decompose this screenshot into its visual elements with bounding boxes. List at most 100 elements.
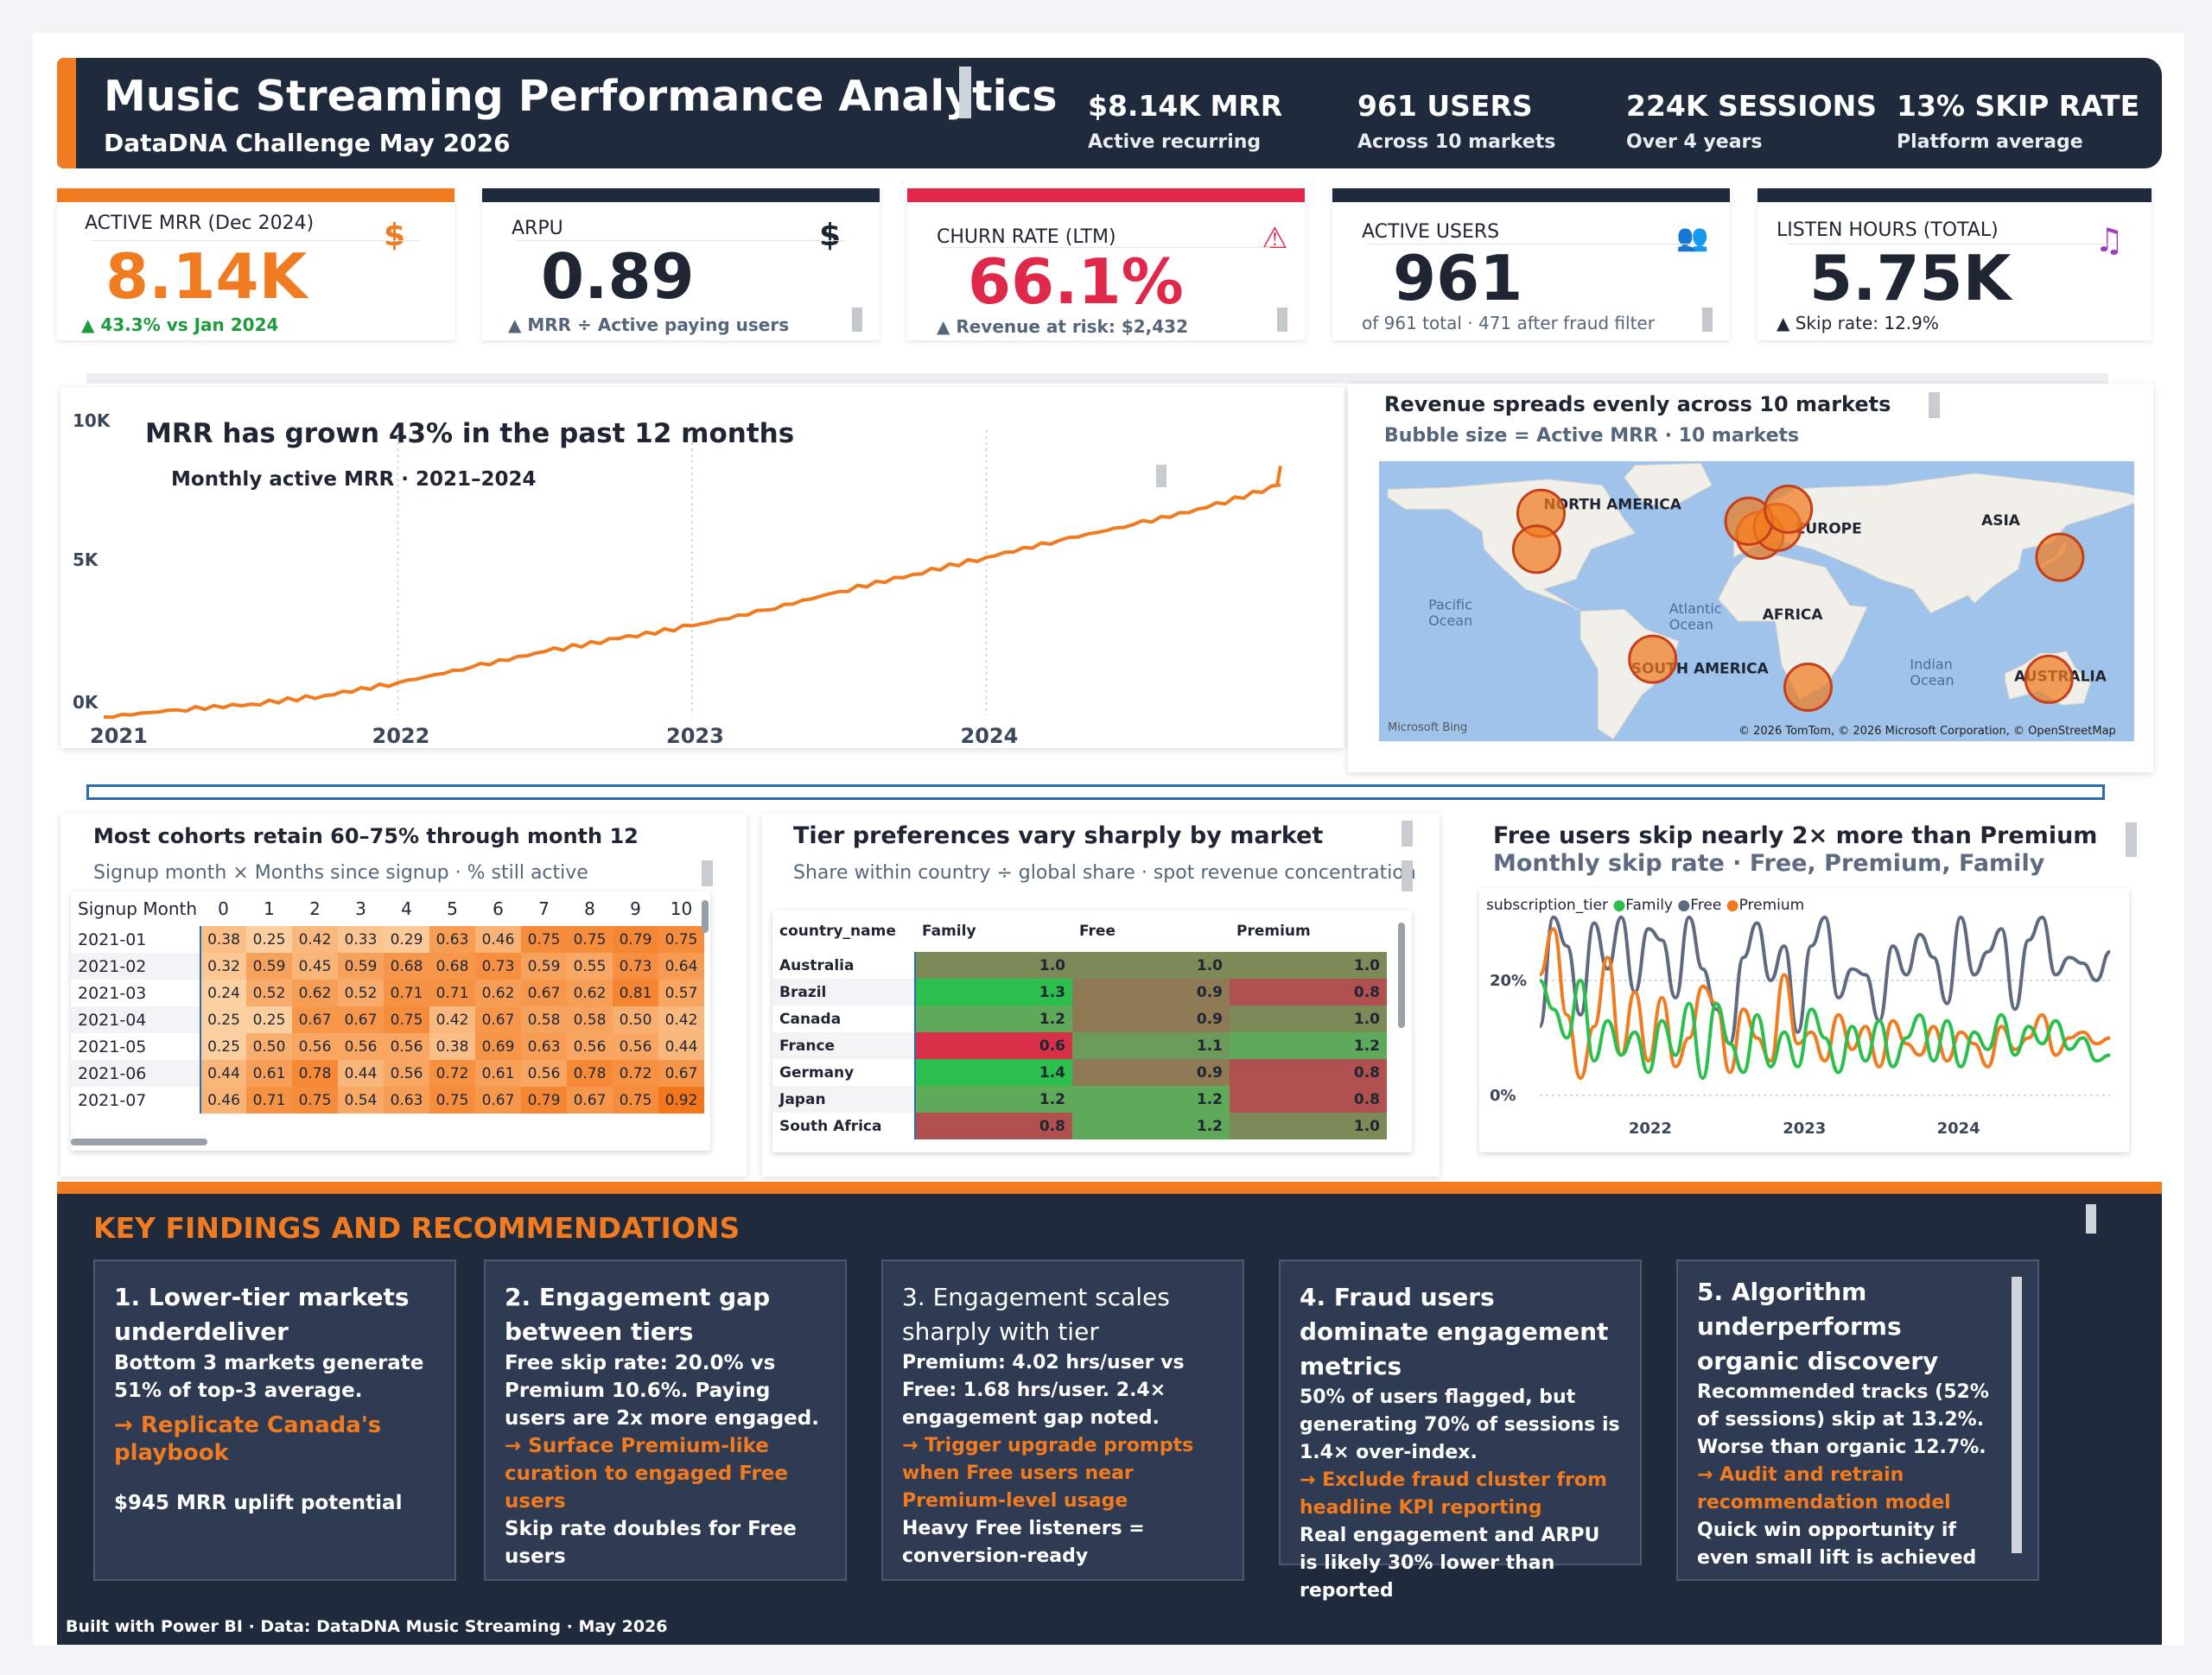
resize-handle[interactable] — [1156, 465, 1166, 487]
column-header[interactable]: country_name — [779, 923, 896, 940]
header-marker — [959, 67, 971, 118]
horizontal-scrollbar[interactable] — [71, 1139, 207, 1145]
resize-handle[interactable] — [1277, 308, 1287, 332]
table-row[interactable]: Brazil 1.3 0.9 0.8 — [772, 979, 1387, 1006]
x-tick-label: 2022 — [372, 724, 430, 748]
heatmap-cell: 1.0 — [1230, 1006, 1387, 1032]
kpi-card-listen-hours[interactable]: LISTEN HOURS (TOTAL) ♫ 5.75K ▲ Skip rate… — [1758, 188, 2152, 340]
table-row[interactable]: 2021-06 0.44 0.61 0.78 0.44 0.56 0.72 0.61 0.56 0… — [71, 1060, 704, 1087]
row-header-label[interactable]: Signup Month — [78, 898, 198, 919]
legend-dot-premium: ● — [1726, 897, 1739, 914]
table-body: Australia 1.0 1.0 1.0 Brazil 1.3 0.9 0.8 Canada 1… — [772, 952, 1387, 1139]
table-row[interactable]: 2021-01 0.38 0.25 0.42 0.33 0.29 0.63 0.46 0.75 0… — [71, 926, 704, 953]
row-label: 2021-04 — [71, 1006, 201, 1033]
resize-handle[interactable] — [702, 860, 713, 886]
kpi-card-arpu[interactable]: ARPU $ 0.89 ▲ MRR ÷ Active paying users — [482, 188, 880, 340]
column-header[interactable]: 0 — [218, 898, 229, 919]
market-bubble[interactable] — [1511, 524, 1561, 574]
column-header[interactable]: 8 — [584, 898, 595, 919]
resize-handle[interactable] — [852, 308, 862, 332]
resize-handle[interactable] — [1402, 821, 1413, 847]
table-row[interactable]: 2021-03 0.24 0.52 0.62 0.52 0.71 0.71 0.62 0.67 0… — [71, 980, 704, 1006]
kpi-label: LISTEN HOURS (TOTAL) — [1777, 219, 1999, 241]
market-bubble[interactable] — [2024, 654, 2074, 704]
finding-card-5: 5. Algorithm underperforms organic disco… — [1676, 1259, 2039, 1581]
kpi-divider — [942, 247, 1270, 248]
market-bubble[interactable] — [1628, 634, 1678, 684]
kpi-card-active-users[interactable]: ACTIVE USERS 👥 961 of 961 total · 471 af… — [1332, 188, 1730, 340]
header-stat-sub: Across 10 markets — [1357, 131, 1556, 153]
column-header[interactable]: Free — [1079, 923, 1116, 940]
scroll-slicer-bar[interactable] — [86, 784, 2105, 800]
table-row[interactable]: 2021-05 0.25 0.50 0.56 0.56 0.56 0.38 0.69 0.63 0… — [71, 1033, 704, 1060]
column-header[interactable]: 2 — [309, 898, 321, 919]
map-subtitle: Bubble size = Active MRR · 10 markets — [1384, 425, 1800, 447]
table-row[interactable]: Canada 1.2 0.9 1.0 — [772, 1006, 1387, 1032]
column-header[interactable]: 5 — [447, 898, 458, 919]
column-header[interactable]: Family — [922, 923, 976, 940]
heatmap-cell: 0.9 — [1072, 1006, 1230, 1032]
resize-handle[interactable] — [2086, 1204, 2096, 1234]
heatmap-cell: 0.42 — [292, 926, 338, 953]
header-stat-sub: Platform average — [1897, 131, 2083, 153]
vertical-scrollbar[interactable] — [702, 900, 709, 933]
skip-legend[interactable]: subscription_tier ●Family ●Free ●Premium — [1486, 897, 1804, 914]
table-row[interactable]: Germany 1.4 0.9 0.8 — [772, 1059, 1387, 1086]
header-stat-users: 961 USERS Across 10 markets — [1357, 89, 1555, 153]
column-header[interactable]: 1 — [264, 898, 275, 919]
table-row[interactable]: France 0.6 1.1 1.2 — [772, 1032, 1387, 1059]
column-header[interactable]: 3 — [355, 898, 366, 919]
map-region-label: NORTH AMERICA — [1543, 497, 1681, 514]
heatmap-cell: 0.79 — [613, 926, 658, 953]
column-header[interactable]: Premium — [1236, 923, 1311, 940]
cohort-panel[interactable]: Most cohorts retain 60–75% through month… — [60, 814, 747, 1177]
cohort-heatmap-table: Signup Month 0 1 2 3 4 5 6 7 8 9 10 2021-01 0.38 0.25… — [71, 891, 704, 1113]
kpi-divider — [517, 240, 845, 241]
mrr-chart-panel[interactable]: MRR has grown 43% in the past 12 months … — [60, 387, 1344, 748]
market-bubble[interactable] — [2035, 532, 2085, 582]
heatmap-cell: 0.56 — [567, 1033, 613, 1060]
cohort-table-frame: Signup Month 0 1 2 3 4 5 6 7 8 9 10 2021-01 0.38 0.25… — [71, 891, 710, 1151]
map-region-label: AFRICA — [1763, 606, 1824, 624]
heatmap-cell: 0.75 — [292, 1087, 338, 1113]
table-row[interactable]: Japan 1.2 1.2 0.8 — [772, 1086, 1387, 1113]
heatmap-cell: 0.75 — [429, 1087, 475, 1113]
column-header[interactable]: 9 — [630, 898, 641, 919]
resize-handle[interactable] — [1402, 860, 1413, 891]
vertical-scrollbar[interactable] — [2012, 1277, 2022, 1553]
column-header[interactable]: 4 — [401, 898, 412, 919]
vertical-scrollbar[interactable] — [1398, 923, 1405, 1028]
heatmap-cell: 0.67 — [292, 1006, 338, 1033]
column-header[interactable]: 10 — [670, 898, 693, 919]
table-row[interactable]: 2021-07 0.46 0.71 0.75 0.54 0.63 0.75 0.67 0.79 0… — [71, 1087, 704, 1113]
heatmap-cell: 0.63 — [429, 926, 475, 953]
kpi-sub: ▲ Revenue at risk: $2,432 — [937, 316, 1188, 337]
heatmap-cell: 0.52 — [338, 980, 384, 1006]
header-stat-sub: Over 4 years — [1626, 131, 1763, 153]
header-stat-sub: Active recurring — [1088, 131, 1262, 153]
kpi-accent-bar — [907, 188, 1305, 202]
column-header[interactable]: 7 — [538, 898, 550, 919]
resize-handle[interactable] — [1929, 392, 1940, 418]
x-tick-label: 2023 — [666, 724, 724, 748]
tier-panel[interactable]: Tier preferences vary sharply by market … — [762, 814, 1440, 1177]
table-body: 2021-01 0.38 0.25 0.42 0.33 0.29 0.63 0.46 0.75 0… — [71, 926, 704, 1113]
column-header[interactable]: 6 — [493, 898, 504, 919]
market-bubble[interactable] — [1783, 663, 1833, 712]
music-note-icon: ♫ — [2094, 221, 2125, 259]
table-row[interactable]: Australia 1.0 1.0 1.0 — [772, 952, 1387, 979]
map-panel[interactable]: Revenue spreads evenly across 10 markets… — [1348, 384, 2153, 772]
heatmap-cell: 0.71 — [384, 980, 429, 1006]
table-row[interactable]: 2021-04 0.25 0.25 0.67 0.67 0.75 0.42 0.67 0.58 0… — [71, 1006, 704, 1033]
table-row[interactable]: 2021-02 0.32 0.59 0.45 0.59 0.68 0.68 0.73 0.59 0… — [71, 953, 704, 980]
findings-title: KEY FINDINGS AND RECOMMENDATIONS — [93, 1211, 741, 1245]
resize-handle[interactable] — [1702, 308, 1713, 332]
kpi-card-churn[interactable]: CHURN RATE (LTM) ⚠ 66.1% ▲ Revenue at ri… — [907, 188, 1305, 340]
market-bubble[interactable] — [1764, 485, 1814, 534]
skip-panel[interactable]: Free users skip nearly 2× more than Prem… — [1448, 814, 2153, 1177]
heatmap-cell: 0.25 — [246, 1006, 292, 1033]
table-row[interactable]: South Africa 0.8 1.2 1.0 — [772, 1113, 1387, 1139]
kpi-card-active-mrr[interactable]: ACTIVE MRR (Dec 2024) $ 8.14K ▲ 43.3% vs… — [57, 188, 454, 340]
resize-handle[interactable] — [2126, 822, 2137, 857]
